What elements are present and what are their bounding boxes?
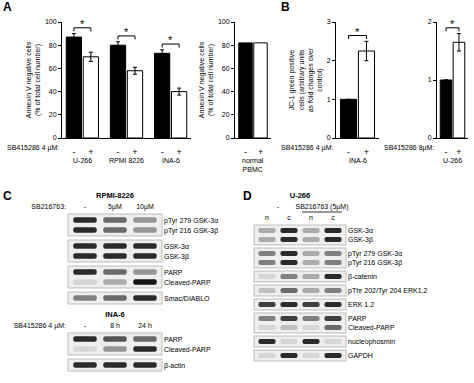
svg-text:Annexin V negative cells(% of: Annexin V negative cells(% of total cell… [198,41,215,118]
svg-text:pTyr 216 GSK-3β: pTyr 216 GSK-3β [164,227,218,235]
svg-text:*: * [80,18,85,30]
svg-text:0: 0 [327,134,331,141]
svg-text:100: 100 [45,18,57,25]
svg-text:pTyr 279 GSK-3α: pTyr 279 GSK-3α [348,250,402,258]
svg-text:24 h: 24 h [138,322,152,329]
svg-text:5µM: 5µM [108,203,122,211]
svg-text:SB415286 8µM:: SB415286 8µM: [384,144,434,152]
svg-text:3: 3 [327,18,331,25]
svg-text:c: c [331,214,335,221]
svg-text:SB415286 4 µM:: SB415286 4 µM: [14,322,66,330]
svg-text:60: 60 [222,65,230,72]
svg-text:RPMI 8226: RPMI 8226 [109,157,144,164]
svg-text:*: * [355,26,360,38]
svg-text:-: - [277,203,280,210]
html-text:B: B [281,0,290,14]
svg-text:60: 60 [49,65,57,72]
svg-text:SB415286 4 µM:: SB415286 4 µM: [7,144,59,152]
svg-text:β-catenin: β-catenin [348,273,377,281]
svg-text:0: 0 [53,134,57,141]
svg-text:Smac/DIABLO: Smac/DIABLO [164,295,210,302]
svg-text:80: 80 [222,42,230,49]
svg-text:Annexin V negative cells(% of: Annexin V negative cells(% of total cell… [25,41,42,118]
svg-text:80: 80 [49,42,57,49]
svg-text:GSK-3β: GSK-3β [164,253,189,261]
svg-text:0: 0 [428,134,432,141]
svg-text:+: + [176,147,181,157]
svg-text:40: 40 [49,88,57,95]
svg-text:RPMI-8226: RPMI-8226 [96,191,134,200]
svg-text:ERK 1,2: ERK 1,2 [348,301,374,308]
svg-text:*: * [450,18,455,30]
svg-text:20: 20 [222,111,230,118]
svg-text:SB415286 4 µM:: SB415286 4 µM: [281,144,333,152]
svg-text:GSK-3α: GSK-3α [348,227,373,234]
svg-text:8 h: 8 h [110,322,120,329]
svg-text:*: * [168,34,173,46]
svg-text:+: + [456,147,461,157]
svg-text:-: - [72,147,75,157]
svg-text:PARP: PARP [348,315,367,322]
svg-text:20: 20 [49,111,57,118]
svg-text:β-actin: β-actin [164,362,185,370]
svg-text:INA-6: INA-6 [349,157,367,164]
svg-text:U-266: U-266 [443,157,462,164]
svg-text:1: 1 [327,96,331,103]
svg-text:U-266: U-266 [73,157,92,164]
svg-text:-: - [84,322,87,329]
svg-text:pTyr 279 GSK-3α: pTyr 279 GSK-3α [164,217,218,225]
svg-text:1: 1 [428,76,432,83]
svg-text:+: + [88,147,93,157]
svg-text:+: + [258,147,263,157]
svg-text:2: 2 [327,57,331,64]
svg-text:2: 2 [428,18,432,25]
svg-text:GAPDH: GAPDH [348,352,373,359]
svg-text:C: C [3,189,12,203]
svg-text:JC-1 green positivecells (arbi: JC-1 green positivecells (arbitrary unit… [288,47,323,112]
svg-text:*: * [124,26,129,38]
svg-text:D: D [243,189,252,203]
svg-text:pThr 202/Tyr 204 ERK1,2: pThr 202/Tyr 204 ERK1,2 [348,287,427,295]
svg-text:normalPBMC: normalPBMC [242,157,264,173]
svg-text:c: c [287,214,291,221]
svg-text:Cleaved-PARP: Cleaved-PARP [164,279,211,286]
svg-text:-: - [244,147,247,157]
svg-text:0: 0 [226,134,230,141]
svg-text:+: + [132,147,137,157]
svg-text:Cleaved-PARP: Cleaved-PARP [348,324,395,331]
svg-text:GSK-3α: GSK-3α [164,243,189,250]
svg-text:PARP: PARP [164,269,183,276]
svg-text:SB216763 (5µM): SB216763 (5µM) [295,203,348,211]
svg-text:PARP: PARP [164,336,183,343]
svg-text:-: - [117,147,120,157]
svg-text:-: - [161,147,164,157]
svg-text:INA-6: INA-6 [105,310,125,319]
svg-text:-: - [445,147,448,157]
svg-text:+: + [364,147,369,157]
svg-text:Cleaved-PARP: Cleaved-PARP [164,346,211,353]
svg-text:n: n [309,214,313,221]
svg-text:-: - [84,203,87,210]
svg-text:pTyr 216 GSK-3β: pTyr 216 GSK-3β [348,259,402,267]
svg-text:nucleophosmin: nucleophosmin [348,338,395,346]
html-text:A: A [3,0,12,14]
svg-text:U-266: U-266 [290,191,310,200]
svg-text:GSK-3β: GSK-3β [348,236,373,244]
svg-text:SB216763:: SB216763: [31,203,66,210]
svg-text:100: 100 [218,18,230,25]
svg-text:-: - [347,147,350,157]
svg-text:10µM: 10µM [136,203,154,211]
svg-text:40: 40 [222,88,230,95]
svg-text:INA-6: INA-6 [162,157,180,164]
svg-text:n: n [265,214,269,221]
